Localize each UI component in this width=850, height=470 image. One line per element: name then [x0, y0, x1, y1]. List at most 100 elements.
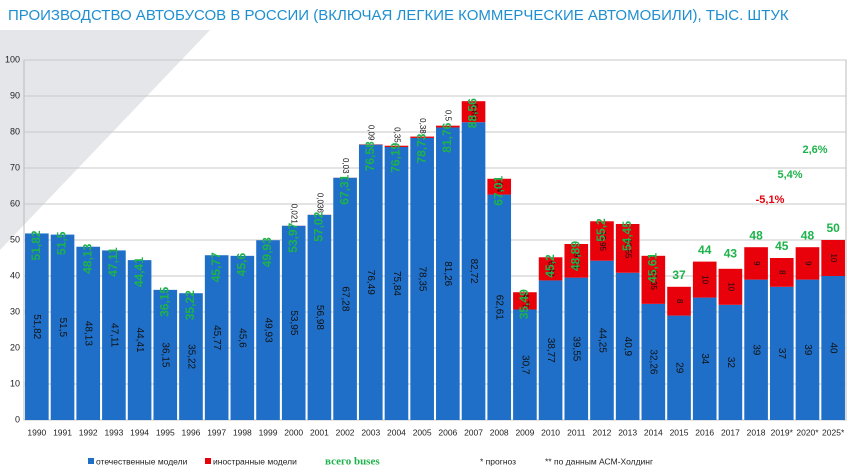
bar-foreign	[769, 258, 794, 287]
total-label: 37	[672, 268, 686, 282]
bar-foreign	[461, 101, 486, 123]
bar-domestic	[538, 280, 563, 420]
bar-label: 81,26	[442, 261, 453, 286]
x-tick-label: 2019*	[771, 427, 794, 437]
y-tick-label: 20	[10, 342, 20, 352]
bar-label: 75,84	[391, 271, 402, 296]
x-tick-label: 2012	[593, 427, 612, 437]
total-label: 48	[801, 228, 815, 242]
bar-label: 8	[778, 270, 787, 275]
bar-label: 34	[699, 353, 710, 365]
annotation: -5,1%	[756, 194, 785, 206]
bar-label: 56,98	[314, 305, 325, 330]
bar-label: 0,35	[392, 127, 401, 143]
bar-foreign	[692, 261, 717, 298]
footnote: * прогноз	[480, 456, 516, 466]
bar-label: 10	[829, 254, 838, 263]
total-label: 76,19	[389, 142, 403, 172]
bar-label: 32	[725, 357, 736, 369]
bar-foreign	[821, 240, 845, 276]
legend-swatch	[205, 458, 211, 464]
x-tick-label: 2016	[695, 427, 714, 437]
bar-domestic	[410, 137, 434, 420]
total-label: 67,01	[491, 175, 505, 205]
x-tick-label: 1999	[259, 427, 278, 437]
bar-domestic	[204, 255, 229, 420]
bar-label: 0,036	[315, 193, 324, 214]
y-tick-label: 50	[10, 234, 20, 244]
x-tick-label: 2002	[336, 427, 355, 437]
x-tick-label: 2001	[310, 427, 329, 437]
chart-title: ПРОИЗВОДСТВО АВТОБУСОВ В РОССИИ (ВКЛЮЧАЯ…	[8, 7, 789, 24]
bar-foreign	[615, 223, 640, 273]
y-tick-label: 0	[15, 414, 20, 424]
x-tick-label: 2015	[670, 427, 689, 437]
total-label: 45,6	[235, 253, 249, 277]
x-tick-label: 1997	[207, 427, 226, 437]
annotation: 5,4%	[777, 169, 802, 181]
x-tick-label: 2004	[387, 427, 406, 437]
bar-domestic	[769, 286, 794, 420]
bar-foreign	[718, 268, 743, 305]
bar-domestic	[358, 144, 383, 421]
decor	[0, 30, 210, 250]
x-tick-label: 2009	[515, 427, 534, 437]
total-label: 45	[775, 239, 789, 253]
bar-domestic	[153, 289, 178, 420]
total-label: 35,22	[183, 290, 197, 320]
bar-foreign	[410, 136, 434, 138]
x-tick-label: 2010	[541, 427, 560, 437]
x-tick-label: 1990	[27, 427, 46, 437]
bar-foreign	[538, 257, 563, 281]
bar-label: 32,26	[648, 349, 659, 374]
x-tick-label: 2003	[361, 427, 380, 437]
total-label: 45,61	[646, 252, 660, 282]
total-label: 51,82	[29, 230, 43, 260]
bar-label: 29	[673, 362, 684, 374]
bar-domestic	[487, 194, 512, 420]
bar-label: 9	[752, 261, 761, 266]
y-tick-label: 90	[10, 90, 20, 100]
bar-label: 4,4	[495, 181, 504, 193]
total-label: 49,93	[260, 237, 274, 267]
bar-foreign	[667, 286, 691, 316]
bar-label: 49,93	[262, 318, 273, 343]
bar-label: 51,82	[31, 314, 42, 339]
bar-domestic	[821, 276, 845, 420]
total-label: 36,15	[157, 287, 171, 317]
bar-domestic	[615, 272, 640, 420]
legend-label: отечественные модели	[96, 456, 188, 466]
total-label: 48,89	[568, 241, 582, 271]
y-tick-label: 30	[10, 306, 20, 316]
bar-foreign	[641, 255, 666, 304]
bar-label: 78,35	[417, 266, 428, 291]
x-tick-label: 2011	[567, 427, 586, 437]
bar-domestic	[256, 240, 280, 420]
bar-label: 9,34	[572, 253, 581, 269]
bar-label: 39	[802, 344, 813, 356]
bar-label: 76,49	[365, 270, 376, 295]
bar-domestic	[50, 234, 75, 420]
total-label: 78,73	[414, 133, 428, 163]
x-tick-label: 1998	[233, 427, 252, 437]
bar-label: 38,77	[545, 338, 556, 363]
y-tick-label: 40	[10, 270, 20, 280]
bar-label: 6,43	[546, 261, 555, 277]
x-tick-label: 1996	[182, 427, 201, 437]
x-tick-label: 2020*	[796, 427, 819, 437]
bar-domestic	[230, 255, 255, 420]
y-tick-label: 10	[10, 378, 20, 388]
bar-label: 36,15	[160, 342, 171, 367]
bar-label: 0,38	[418, 118, 427, 134]
x-tick-label: 2006	[438, 427, 457, 437]
legend-label: иностранные модели	[213, 456, 297, 466]
x-tick-label: 2000	[284, 427, 303, 437]
bar-label: 4,79	[521, 293, 530, 309]
bar-label: 39	[750, 344, 761, 356]
total-label: 48,13	[80, 243, 94, 273]
bar-domestic	[102, 250, 126, 420]
x-tick-label: 2007	[464, 427, 483, 437]
total-label: 88,56	[466, 98, 480, 128]
total-label: 44	[698, 243, 712, 257]
bar-label: 44,25	[596, 328, 607, 353]
